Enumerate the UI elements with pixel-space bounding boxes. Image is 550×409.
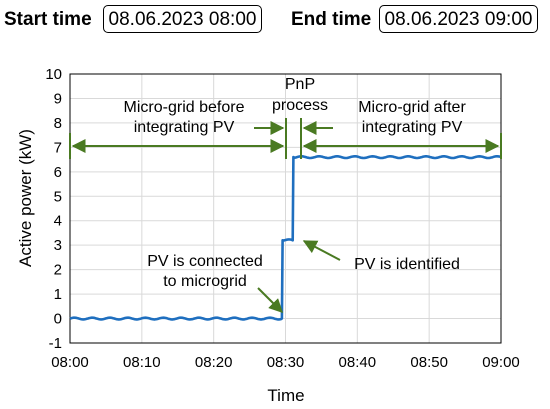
end-time-label: End time: [291, 9, 372, 30]
x-tick-label: 08:50: [410, 354, 448, 371]
x-tick-label: 08:10: [123, 354, 161, 371]
annotation-after-line2: integrating PV: [362, 119, 463, 136]
y-tick-label: -1: [49, 335, 62, 352]
power-series-line: [69, 155, 502, 321]
axis-ticks: -1 0 1 2 3 4 5 6 7 8 9 10 08:00 08:10 08:20 08:30 08:40 0…: [45, 66, 519, 371]
annotation-connected-line1: PV is connected: [147, 253, 263, 270]
y-tick-label: 7: [54, 139, 62, 156]
plot-frame: [69, 73, 502, 344]
x-tick-label: 09:00: [482, 354, 520, 371]
y-tick-label: 2: [54, 262, 62, 279]
annotation-after-line1: Micro-grid after: [358, 99, 466, 116]
annotation-pnp-line2: process: [272, 97, 328, 114]
start-time-label: Start time: [4, 9, 92, 30]
y-tick-label: 9: [54, 90, 62, 107]
annotation-before-line1: Micro-grid before: [124, 99, 245, 116]
annotation-before-line2: integrating PV: [134, 119, 235, 136]
annotation-connected-line2: to microgrid: [163, 273, 247, 290]
arrow-connected: [257, 287, 283, 313]
y-tick-label: 3: [54, 237, 62, 254]
start-time-field[interactable]: 08.06.2023 08:00: [103, 5, 262, 33]
x-tick-label: 08:00: [51, 354, 89, 371]
y-tick-label: 0: [54, 311, 62, 328]
x-axis-label: Time: [267, 386, 304, 405]
annotation-identified: PV is identified: [354, 256, 460, 273]
y-tick-label: 6: [54, 164, 62, 181]
y-axis-label: Active power (kW): [16, 129, 35, 267]
x-tick-label: 08:40: [339, 354, 377, 371]
arrow-identified: [302, 240, 341, 261]
y-tick-label: 1: [54, 286, 62, 303]
y-tick-label: 8: [54, 115, 62, 132]
annotations: Micro-grid before integrating PV PnP pro…: [69, 76, 502, 313]
y-tick-label: 4: [54, 213, 62, 230]
y-tick-label: 5: [54, 188, 62, 205]
annotation-pnp-line1: PnP: [285, 76, 315, 93]
x-tick-label: 08:20: [195, 354, 233, 371]
x-tick-label: 08:30: [267, 354, 305, 371]
end-time-field[interactable]: 08.06.2023 09:00: [379, 5, 538, 33]
y-tick-label: 10: [45, 66, 62, 83]
